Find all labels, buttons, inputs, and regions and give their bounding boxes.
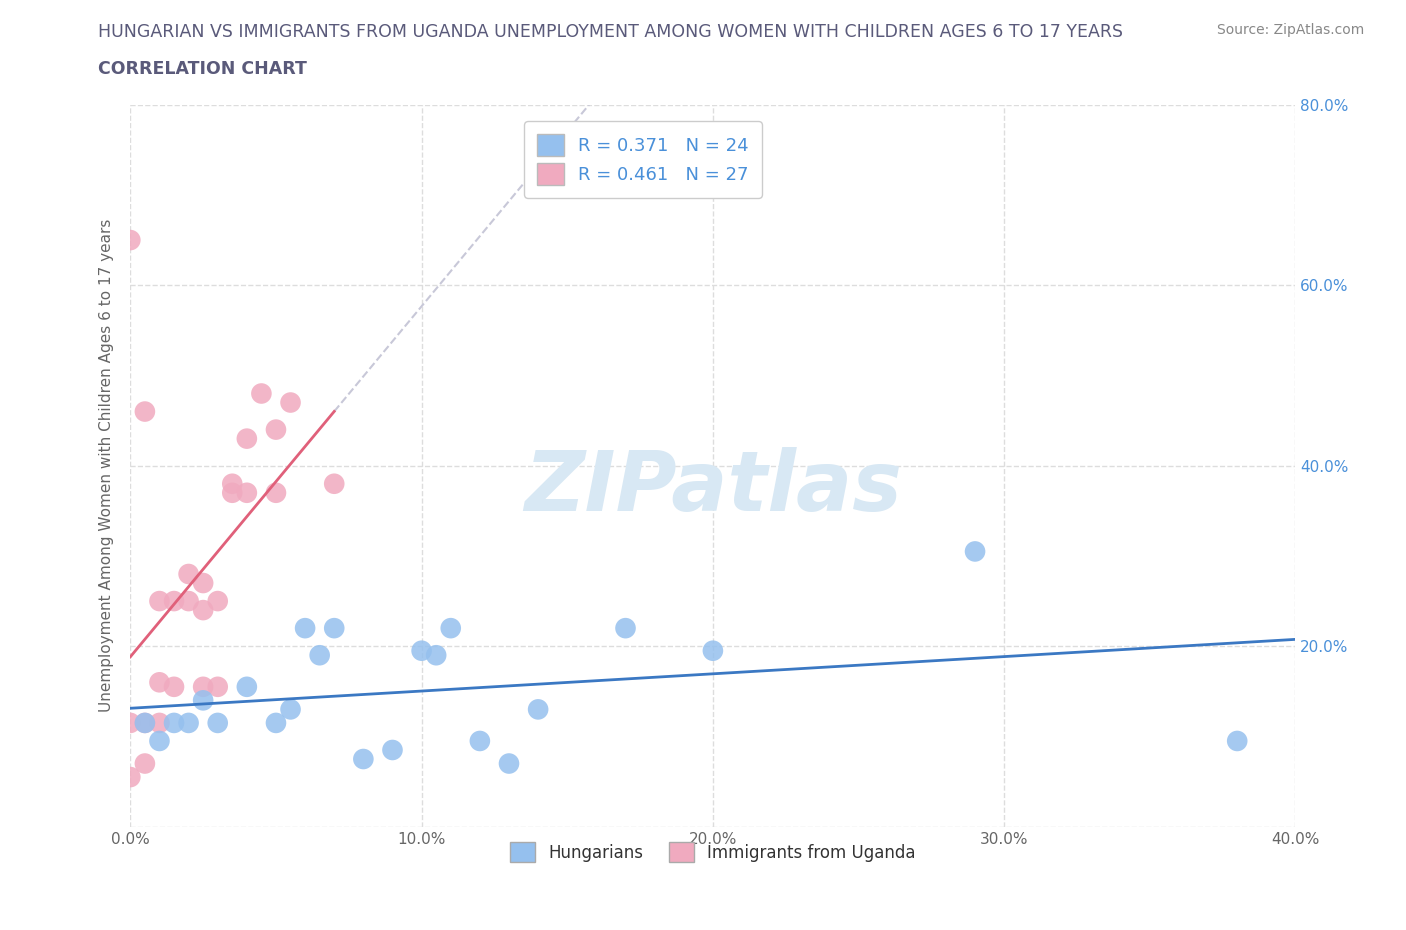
Point [148, 593, 170, 608]
Point [352, 751, 374, 766]
Point [134, 715, 156, 730]
Point [207, 593, 229, 608]
Text: CORRELATION CHART: CORRELATION CHART [98, 60, 308, 78]
Point [163, 680, 186, 695]
Point [280, 395, 302, 410]
Point [120, 232, 142, 247]
Point [323, 620, 346, 635]
Point [280, 702, 302, 717]
Point [236, 432, 259, 446]
Point [702, 644, 724, 658]
Point [264, 422, 287, 437]
Point [221, 476, 243, 491]
Point [163, 715, 186, 730]
Point [221, 485, 243, 500]
Point [207, 715, 229, 730]
Point [425, 648, 447, 663]
Point [236, 680, 259, 695]
Point [381, 742, 404, 757]
Point [264, 715, 287, 730]
Point [134, 715, 156, 730]
Point [148, 734, 170, 749]
Point [177, 593, 200, 608]
Legend: Hungarians, Immigrants from Uganda: Hungarians, Immigrants from Uganda [503, 835, 922, 869]
Point [148, 715, 170, 730]
Point [236, 485, 259, 500]
Point [191, 680, 214, 695]
Text: HUNGARIAN VS IMMIGRANTS FROM UGANDA UNEMPLOYMENT AMONG WOMEN WITH CHILDREN AGES : HUNGARIAN VS IMMIGRANTS FROM UGANDA UNEM… [98, 23, 1123, 41]
Point [191, 693, 214, 708]
Text: Source: ZipAtlas.com: Source: ZipAtlas.com [1216, 23, 1364, 37]
Point [963, 544, 986, 559]
Y-axis label: Unemployment Among Women with Children Ages 6 to 17 years: Unemployment Among Women with Children A… [100, 219, 114, 712]
Point [264, 485, 287, 500]
Point [294, 620, 316, 635]
Point [191, 576, 214, 591]
Point [614, 620, 637, 635]
Point [120, 715, 142, 730]
Point [207, 680, 229, 695]
Point [250, 386, 273, 401]
Point [177, 566, 200, 581]
Point [177, 715, 200, 730]
Point [134, 756, 156, 771]
Point [1226, 734, 1249, 749]
Point [468, 734, 491, 749]
Point [134, 405, 156, 419]
Point [120, 770, 142, 785]
Point [411, 644, 433, 658]
Point [163, 593, 186, 608]
Point [308, 648, 330, 663]
Point [323, 476, 346, 491]
Point [527, 702, 550, 717]
Point [498, 756, 520, 771]
Point [191, 603, 214, 618]
Text: ZIPatlas: ZIPatlas [524, 446, 901, 528]
Point [440, 620, 463, 635]
Point [148, 675, 170, 690]
